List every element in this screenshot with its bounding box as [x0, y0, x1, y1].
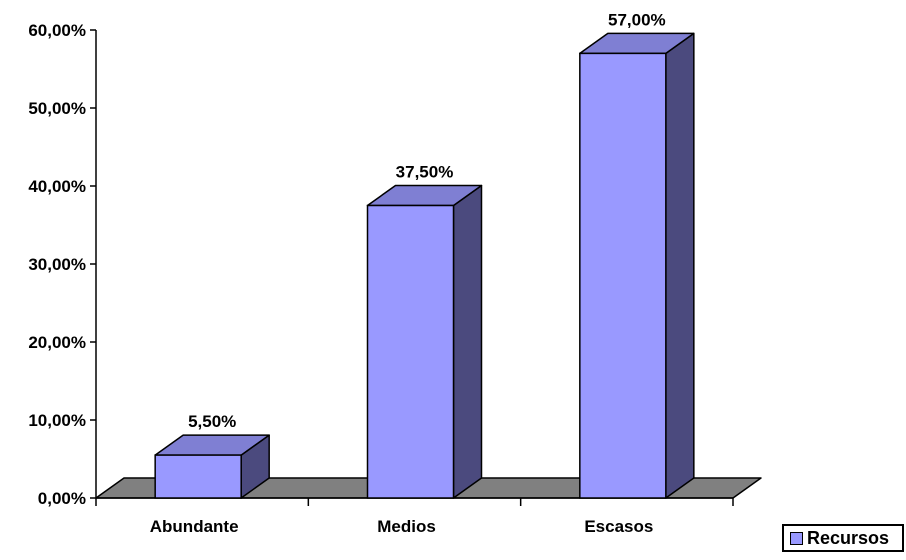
data-label: 57,00% [608, 10, 666, 29]
x-axis-category-label: Escasos [584, 517, 653, 536]
bar-escasos [579, 52, 667, 499]
legend-swatch-recursos [790, 531, 803, 545]
x-axis-category-label: Medios [377, 517, 436, 536]
data-label: 5,50% [188, 412, 236, 431]
y-axis-tick-label: 30,00% [28, 255, 86, 274]
y-axis-tick-label: 20,00% [28, 333, 86, 352]
legend-label-recursos: Recursos [807, 527, 890, 548]
y-axis-tick-label: 10,00% [28, 411, 86, 430]
y-axis-tick-label: 0,00% [38, 489, 86, 508]
y-axis-tick-label: 50,00% [28, 99, 86, 118]
bar-medios [366, 204, 455, 499]
data-label: 37,50% [396, 163, 454, 182]
y-axis-tick-label: 40,00% [28, 177, 86, 196]
y-axis-tick-label: 60,00% [28, 21, 86, 40]
x-axis-category-label: Abundante [150, 517, 239, 536]
bar-abundante [154, 454, 242, 499]
chart-legend: Recursos [782, 524, 904, 552]
bar-side-face [665, 32, 695, 499]
bar-side-face [452, 184, 483, 499]
